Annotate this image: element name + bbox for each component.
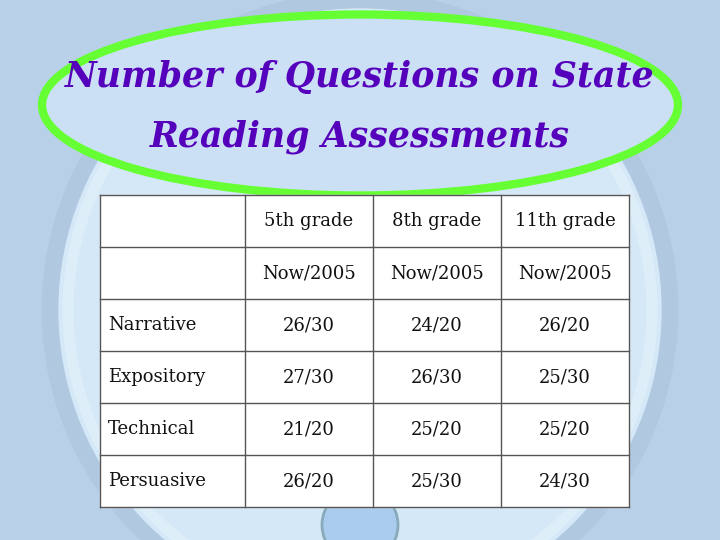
Text: Reading Assessments: Reading Assessments [150, 120, 570, 154]
Text: 26/20: 26/20 [539, 316, 591, 334]
Text: 25/30: 25/30 [539, 368, 591, 386]
Text: 8th grade: 8th grade [392, 212, 482, 230]
Circle shape [50, 0, 670, 540]
Text: Now/2005: Now/2005 [518, 264, 612, 282]
Text: 5th grade: 5th grade [264, 212, 354, 230]
Bar [100, 195, 629, 507]
Text: 11th grade: 11th grade [515, 212, 616, 230]
Text: Technical: Technical [108, 420, 195, 438]
Text: 24/30: 24/30 [539, 472, 591, 490]
Text: 25/30: 25/30 [411, 472, 463, 490]
Text: Persuasive: Persuasive [108, 472, 206, 490]
Text: 26/30: 26/30 [283, 316, 335, 334]
Circle shape [322, 487, 398, 540]
Text: Expository: Expository [108, 368, 205, 386]
Text: 25/20: 25/20 [411, 420, 463, 438]
Text: 26/30: 26/30 [411, 368, 463, 386]
Text: 21/20: 21/20 [283, 420, 335, 438]
Ellipse shape [45, 17, 675, 192]
Text: Now/2005: Now/2005 [262, 264, 356, 282]
Text: Number of Questions on State: Number of Questions on State [66, 60, 654, 94]
Text: 26/20: 26/20 [283, 472, 335, 490]
Text: 24/20: 24/20 [411, 316, 463, 334]
Text: Narrative: Narrative [108, 316, 197, 334]
Text: 27/30: 27/30 [283, 368, 335, 386]
Text: Now/2005: Now/2005 [390, 264, 484, 282]
Text: 25/20: 25/20 [539, 420, 591, 438]
